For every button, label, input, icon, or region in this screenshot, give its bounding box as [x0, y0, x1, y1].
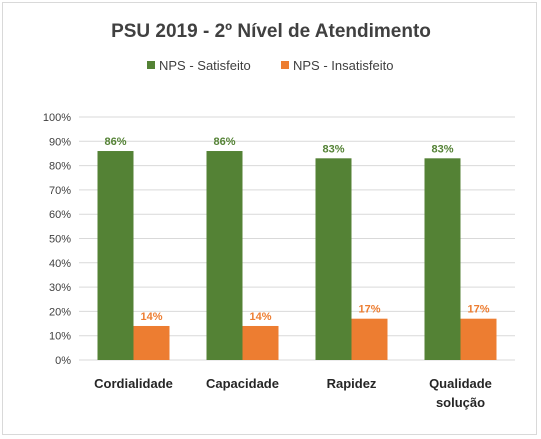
- legend-label-satisfeito: NPS - Satisfeito: [159, 58, 251, 73]
- data-label: 14%: [140, 311, 162, 323]
- bar-insatisfeito: [242, 325, 279, 360]
- legend: NPS - Satisfeito NPS - Insatisfeito: [147, 58, 393, 73]
- x-tick-label: Rapidez: [327, 376, 377, 391]
- data-label: 17%: [358, 304, 380, 316]
- legend-label-insatisfeito: NPS - Insatisfeito: [293, 58, 393, 73]
- data-label: 86%: [104, 136, 126, 148]
- bar-satisfeito: [97, 151, 134, 360]
- data-labels: 86% 14% 86% 14% 83% 17% 83% 17%: [104, 136, 489, 323]
- bar-insatisfeito: [460, 318, 497, 360]
- y-tick-label: 50%: [49, 234, 71, 246]
- y-tick-label: 20%: [49, 306, 71, 318]
- y-tick-label: 60%: [49, 209, 71, 221]
- y-tick-label: 30%: [49, 282, 71, 294]
- bar-insatisfeito: [351, 318, 388, 360]
- x-tick-label: Cordialidade: [94, 376, 173, 391]
- bars: [97, 151, 497, 360]
- y-tick-label: 10%: [49, 331, 71, 343]
- bar-satisfeito: [424, 158, 461, 360]
- chart-canvas: PSU 2019 - 2º Nível de Atendimento NPS -…: [43, 21, 515, 410]
- data-label: 86%: [213, 136, 235, 148]
- chart-container: PSU 2019 - 2º Nível de Atendimento NPS -…: [2, 2, 537, 435]
- x-tick-label: solução: [436, 395, 485, 410]
- legend-swatch-satisfeito: [147, 61, 155, 69]
- legend-swatch-insatisfeito: [281, 61, 289, 69]
- y-tick-label: 90%: [49, 136, 71, 148]
- chart-title: PSU 2019 - 2º Nível de Atendimento: [111, 21, 431, 42]
- bar-insatisfeito: [133, 325, 170, 360]
- y-axis: 0% 10% 20% 30% 40% 50% 60% 70% 80% 90% 100%: [43, 112, 71, 367]
- data-label: 83%: [431, 143, 453, 155]
- y-tick-label: 40%: [49, 258, 71, 270]
- bar-satisfeito: [315, 158, 352, 360]
- y-tick-label: 70%: [49, 185, 71, 197]
- y-tick-label: 100%: [43, 112, 71, 124]
- y-tick-label: 80%: [49, 161, 71, 173]
- x-axis: Cordialidade Capacidade Rapidez Qualidade so…: [94, 376, 492, 410]
- x-tick-label: Capacidade: [206, 376, 279, 391]
- data-label: 83%: [322, 143, 344, 155]
- x-tick-label: Qualidade: [429, 376, 492, 391]
- data-label: 17%: [467, 304, 489, 316]
- bar-satisfeito: [206, 151, 243, 360]
- y-tick-label: 0%: [55, 355, 71, 367]
- data-label: 14%: [249, 311, 271, 323]
